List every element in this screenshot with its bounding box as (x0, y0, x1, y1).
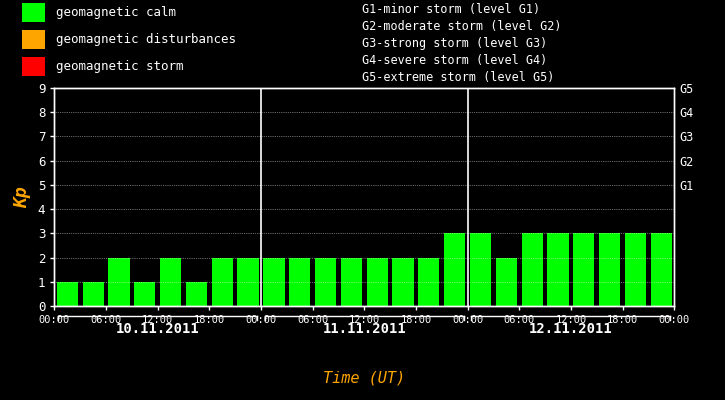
Bar (212, 258, 233, 306)
Bar (651, 233, 672, 306)
Bar (547, 233, 568, 306)
Bar (263, 258, 284, 306)
Bar (22, 57, 45, 76)
Bar (22, 30, 45, 49)
Text: 10.11.2011: 10.11.2011 (116, 322, 199, 336)
Text: G1-minor storm (level G1): G1-minor storm (level G1) (362, 4, 541, 16)
Bar (418, 258, 439, 306)
Text: G3-strong storm (level G3): G3-strong storm (level G3) (362, 37, 548, 50)
Text: 11.11.2011: 11.11.2011 (323, 322, 406, 336)
Bar (186, 282, 207, 306)
Text: Time (UT): Time (UT) (323, 370, 405, 386)
Bar (83, 282, 104, 306)
Text: G2-moderate storm (level G2): G2-moderate storm (level G2) (362, 20, 562, 33)
Text: G5-extreme storm (level G5): G5-extreme storm (level G5) (362, 70, 555, 84)
Bar (470, 233, 491, 306)
Bar (57, 282, 78, 306)
Text: 12.11.2011: 12.11.2011 (529, 322, 613, 336)
Bar (444, 233, 465, 306)
Bar (521, 233, 543, 306)
Bar (22, 4, 45, 22)
Bar (160, 258, 181, 306)
Bar (315, 258, 336, 306)
Text: G4-severe storm (level G4): G4-severe storm (level G4) (362, 54, 548, 67)
Bar (238, 258, 259, 306)
Y-axis label: Kp: Kp (13, 186, 31, 208)
Text: geomagnetic disturbances: geomagnetic disturbances (56, 33, 236, 46)
Bar (496, 258, 517, 306)
Bar (108, 258, 130, 306)
Bar (625, 233, 646, 306)
Bar (367, 258, 388, 306)
Bar (392, 258, 414, 306)
Text: geomagnetic storm: geomagnetic storm (56, 60, 183, 73)
Bar (341, 258, 362, 306)
Bar (573, 233, 594, 306)
Bar (289, 258, 310, 306)
Text: geomagnetic calm: geomagnetic calm (56, 6, 176, 19)
Bar (599, 233, 621, 306)
Bar (134, 282, 155, 306)
